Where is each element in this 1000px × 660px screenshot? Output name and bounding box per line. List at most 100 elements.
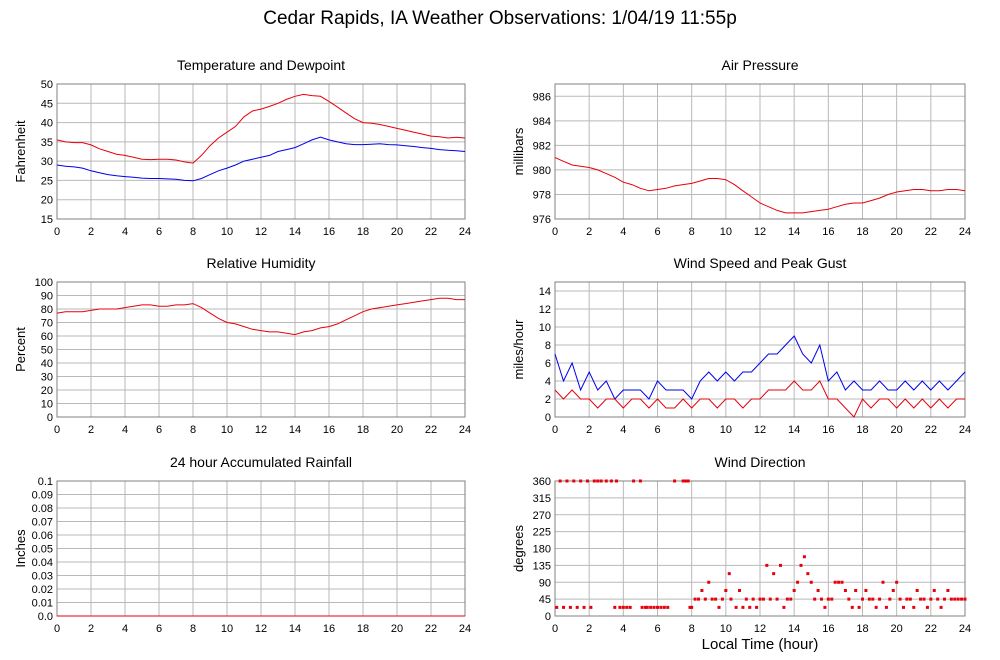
data-point: [615, 479, 618, 483]
chart-panel-3: 0 2 4 6 8 10 12 14 16 18 20 22 240102030405060708090…: [13, 255, 471, 436]
data-point: [789, 597, 793, 601]
y-tick-label: 20: [41, 385, 53, 397]
data-point: [599, 479, 603, 483]
x-tick-label: 16: [822, 424, 834, 436]
panel-title: Air Pressure: [721, 57, 798, 73]
data-point: [939, 605, 943, 609]
y-tick-label: 0.08: [32, 503, 53, 515]
x-tick-label: 22: [925, 424, 937, 436]
series-line-1: [56, 297, 465, 336]
data-point: [898, 597, 902, 601]
data-point: [854, 589, 858, 592]
data-point: [707, 580, 711, 584]
data-point: [662, 605, 666, 609]
data-point: [681, 479, 685, 483]
data-point: [779, 563, 782, 567]
data-point: [734, 605, 738, 609]
y-tick-label: 986: [533, 91, 551, 103]
data-point: [830, 597, 834, 601]
data-point: [700, 589, 704, 592]
x-tick-label: 18: [856, 226, 868, 238]
y-tick-label: 70: [41, 318, 53, 330]
x-tick-label: 8: [190, 424, 196, 436]
data-point: [714, 597, 718, 601]
data-point: [843, 589, 847, 592]
x-tick-label: 14: [788, 226, 800, 238]
data-point: [572, 479, 576, 483]
data-point: [919, 597, 923, 601]
data-point: [840, 580, 844, 584]
y-tick-label: 12: [539, 304, 551, 316]
y-tick-label: 270: [533, 510, 551, 522]
y-tick-label: 976: [533, 214, 551, 226]
data-point: [585, 479, 589, 483]
data-point: [837, 580, 841, 584]
y-tick-label: 50: [41, 79, 53, 91]
y-tick-label: 30: [41, 156, 53, 168]
data-point: [946, 589, 950, 592]
y-tick-label: 180: [533, 544, 551, 556]
x-tick-label: 20: [891, 226, 903, 238]
data-point: [727, 572, 731, 576]
y-tick-label: 25: [41, 175, 53, 187]
data-point: [693, 597, 697, 601]
data-point: [949, 597, 953, 601]
x-tick-label: 20: [391, 424, 403, 436]
y-tick-label: 0.05: [32, 544, 53, 556]
x-tick-label: 6: [654, 424, 660, 436]
x-tick-label: 22: [425, 623, 437, 635]
y-tick-label: 0.09: [32, 490, 53, 502]
data-point: [748, 605, 752, 609]
data-point: [960, 597, 964, 601]
x-tick-label: 18: [357, 424, 369, 436]
x-tick-label: 12: [754, 424, 766, 436]
x-tick-label: 0: [552, 424, 558, 436]
data-point: [558, 479, 562, 483]
plot-frame: [56, 281, 466, 418]
data-point: [905, 597, 909, 601]
x-tick-label: 18: [357, 226, 369, 238]
data-point: [874, 605, 878, 609]
y-tick-label: 50: [41, 345, 53, 357]
y-tick-label: 978: [533, 189, 551, 201]
y-tick-label: 0.06: [32, 530, 53, 542]
plot-frame: [554, 83, 966, 220]
data-point: [956, 597, 960, 601]
x-tick-label: 4: [620, 226, 626, 238]
data-point: [891, 589, 895, 592]
data-point: [683, 479, 687, 483]
data-point: [751, 597, 755, 601]
data-point: [710, 597, 714, 601]
data-point: [703, 597, 707, 601]
panel-title: Wind Speed and Peak Gust: [674, 255, 847, 271]
x-tick-label: 2: [586, 226, 592, 238]
x-tick-label: 10: [221, 424, 233, 436]
data-point: [565, 479, 569, 483]
data-point: [744, 597, 748, 601]
y-tick-label: 2: [545, 394, 551, 406]
data-point: [666, 605, 670, 609]
chart-panel-6: 0 2 4 6 8 10 12 14 16 18 20 22 240459013518022527031…: [511, 454, 971, 635]
x-tick-label: 20: [891, 623, 903, 635]
x-tick-label: 6: [156, 623, 162, 635]
data-point: [775, 597, 779, 601]
x-tick-label: 24: [959, 226, 971, 238]
y-tick-label: 15: [41, 214, 53, 226]
x-tick-label: 12: [754, 226, 766, 238]
data-point: [796, 580, 800, 584]
x-tick-label: 10: [221, 226, 233, 238]
y-tick-label: 980: [533, 165, 551, 177]
data-point: [861, 597, 864, 601]
y-tick-label: 90: [41, 291, 53, 303]
data-point: [871, 597, 875, 601]
data-point: [621, 605, 625, 609]
data-point: [686, 479, 690, 483]
x-tick-label: 0: [54, 424, 60, 436]
x-tick-label: 4: [122, 226, 128, 238]
data-point: [878, 597, 882, 601]
y-axis-label: millibars: [511, 127, 526, 175]
data-point: [741, 605, 745, 609]
x-tick-label: 22: [925, 226, 937, 238]
x-tick-label: 24: [959, 623, 971, 635]
